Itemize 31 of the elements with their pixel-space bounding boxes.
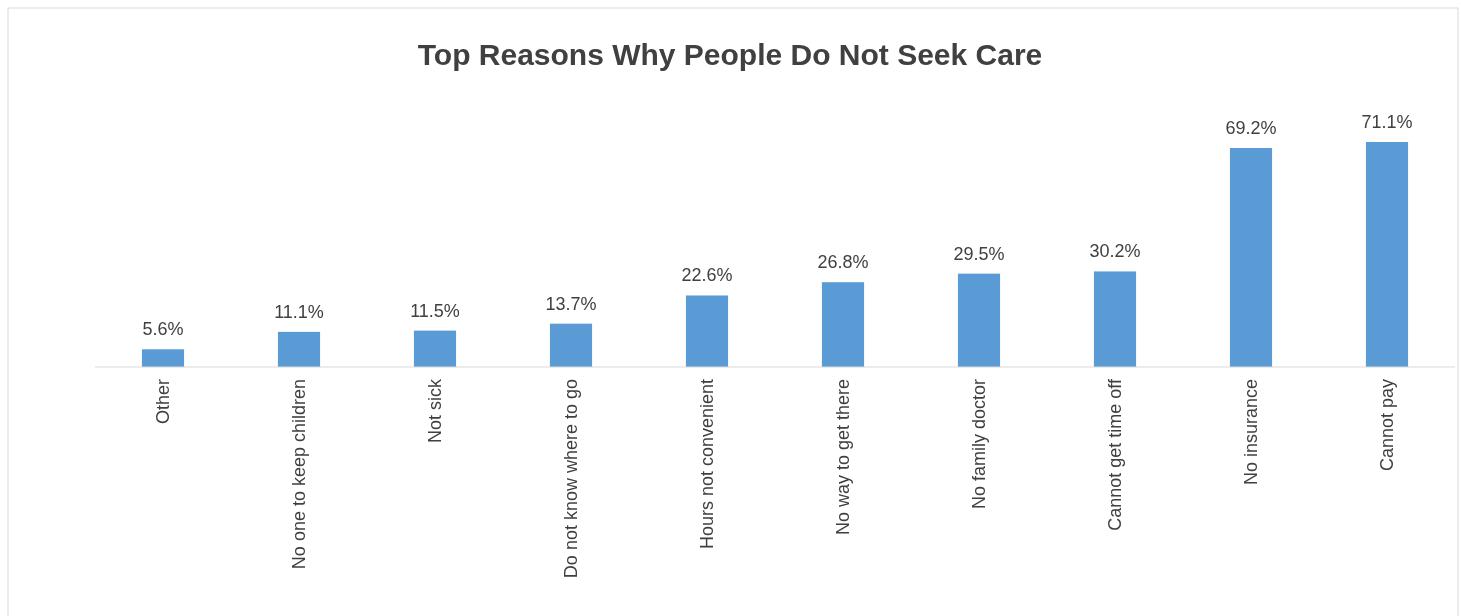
data-label: 30.2% [1089, 241, 1141, 262]
bar [1365, 142, 1409, 367]
data-label: 11.5% [410, 300, 460, 321]
data-label: 22.6% [681, 265, 733, 286]
data-label: 5.6% [142, 319, 184, 340]
x-tick-label: Do not know where to go [561, 379, 582, 579]
data-label: 71.1% [1361, 112, 1413, 132]
x-tick-label: No insurance [1241, 379, 1262, 486]
chart-title: Top Reasons Why People Do Not Seek Care [417, 38, 1043, 71]
data-label: 11.1% [274, 301, 324, 322]
bar [685, 295, 729, 367]
bar [1229, 148, 1273, 367]
bar [277, 331, 321, 367]
bar [141, 349, 185, 367]
data-label: 29.5% [953, 243, 1005, 264]
x-tick-label: Cannot get time off [1105, 378, 1126, 531]
x-tick-label: Other [153, 379, 174, 425]
data-label: 69.2% [1225, 118, 1277, 139]
bar [957, 273, 1001, 367]
x-tick-label: No one to keep children [289, 379, 310, 570]
bar [413, 330, 457, 367]
bar [821, 282, 865, 367]
x-tick-label: No family doctor [969, 379, 990, 510]
data-label: 26.8% [817, 252, 869, 273]
data-label: 13.7% [545, 293, 597, 314]
x-tick-label: Hours not convenient [697, 379, 718, 550]
x-tick-label: Not sick [425, 378, 446, 444]
x-tick-label: Cannot pay [1377, 379, 1398, 472]
bar [1093, 271, 1137, 367]
x-tick-label: No way to get there [833, 379, 854, 536]
bar [549, 323, 593, 367]
